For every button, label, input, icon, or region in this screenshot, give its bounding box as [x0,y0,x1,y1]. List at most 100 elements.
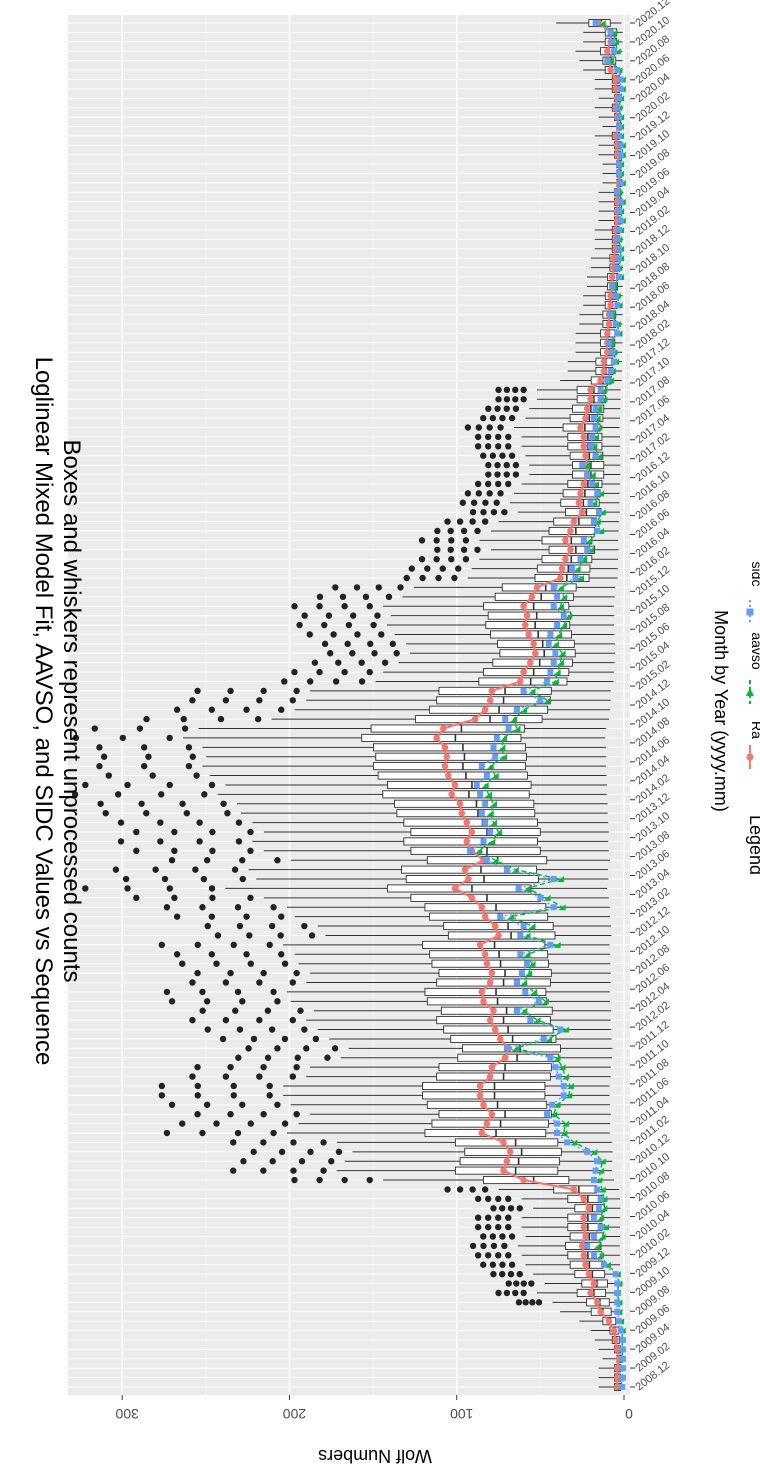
point-aavso [615,1298,623,1306]
point-aavso [560,593,568,600]
point-aavso [486,809,494,817]
point-aavso [615,104,623,111]
box-outlier [507,1205,515,1212]
point-sidc [547,669,554,676]
point-aavso [595,423,603,431]
point-sidc [617,217,624,224]
point-ra [527,659,534,666]
box-outlier [227,1063,234,1071]
point-aavso [500,734,508,741]
point-aavso [618,141,626,149]
box-outlier [281,960,289,967]
box-outlier [171,847,178,855]
box-outlier [193,772,200,779]
box-month [194,969,611,978]
box-outlier [328,1158,335,1165]
box-outlier [512,471,520,478]
box-outlier [330,631,337,638]
point-sidc [552,650,559,657]
point-ra [451,781,459,789]
point-ra [525,631,532,638]
point-ra [478,1129,486,1137]
box-outlier [278,706,285,713]
box-body [405,875,539,884]
legend-aavso-marker [746,688,754,696]
point-ra [458,809,466,817]
point-sidc [590,415,597,422]
box-outlier [270,1129,277,1137]
point-aavso [530,988,538,995]
box-outlier [366,668,373,676]
point-ra [580,1223,588,1231]
y-tick-label: 100 [450,1406,474,1422]
point-sidc [597,396,604,403]
legend-label-aavso: aavso [749,632,760,670]
point-aavso [610,282,618,290]
point-ra [491,1026,499,1033]
box-outlier [235,838,243,845]
point-aavso [592,480,600,487]
point-ra [503,1157,511,1165]
box-outlier [294,1054,301,1061]
point-aavso [607,339,615,346]
box-outlier [278,951,285,958]
point-aavso [561,1120,569,1127]
box-body [436,978,551,987]
box-outlier [239,857,246,864]
point-sidc [547,1054,554,1061]
box-outlier [460,546,468,553]
box-outlier [451,574,458,582]
point-sidc [517,932,524,939]
box-outlier [256,979,263,986]
point-sidc [619,1374,626,1381]
point-ra [578,1242,586,1250]
box-outlier [163,988,171,996]
box-month [117,837,609,846]
box-outlier [528,1280,535,1287]
box-outlier [166,781,173,789]
box-outlier [320,1167,327,1174]
box-outlier [201,791,208,798]
point-sidc [617,151,624,158]
box-outlier [266,941,273,949]
box-outlier [277,932,284,939]
box-outlier [505,1195,512,1203]
point-aavso [600,395,608,403]
point-ra [582,1261,589,1269]
point-aavso [617,122,625,130]
box-outlier [158,1082,166,1090]
point-ra [471,715,479,723]
box-outlier [448,537,455,544]
box-outlier [179,1120,186,1127]
point-sidc [560,1082,567,1089]
point-sidc [590,1177,597,1184]
point-ra [440,725,447,732]
point-aavso [615,66,623,74]
box-outlier [494,405,501,412]
box-outlier [203,857,211,864]
box-outlier [448,555,455,563]
box-outlier [464,490,472,497]
point-aavso [617,113,625,121]
box-outlier [494,471,501,478]
point-sidc [584,546,591,553]
point-aavso [613,320,621,328]
point-sidc [589,480,596,487]
box-body [361,733,522,742]
point-sidc [505,725,512,732]
box-outlier [489,414,497,422]
box-outlier [495,1195,502,1203]
point-aavso [566,1082,574,1089]
point-ra [456,800,464,808]
box-month [189,978,611,987]
point-aavso [590,442,598,450]
point-aavso [583,461,591,469]
box-outlier [499,452,506,459]
point-ra [608,273,616,281]
point-sidc [590,518,597,525]
box-outlier [102,809,109,817]
point-aavso [490,819,498,826]
box-outlier [469,518,476,525]
point-sidc [544,678,551,685]
point-aavso [597,1214,605,1221]
